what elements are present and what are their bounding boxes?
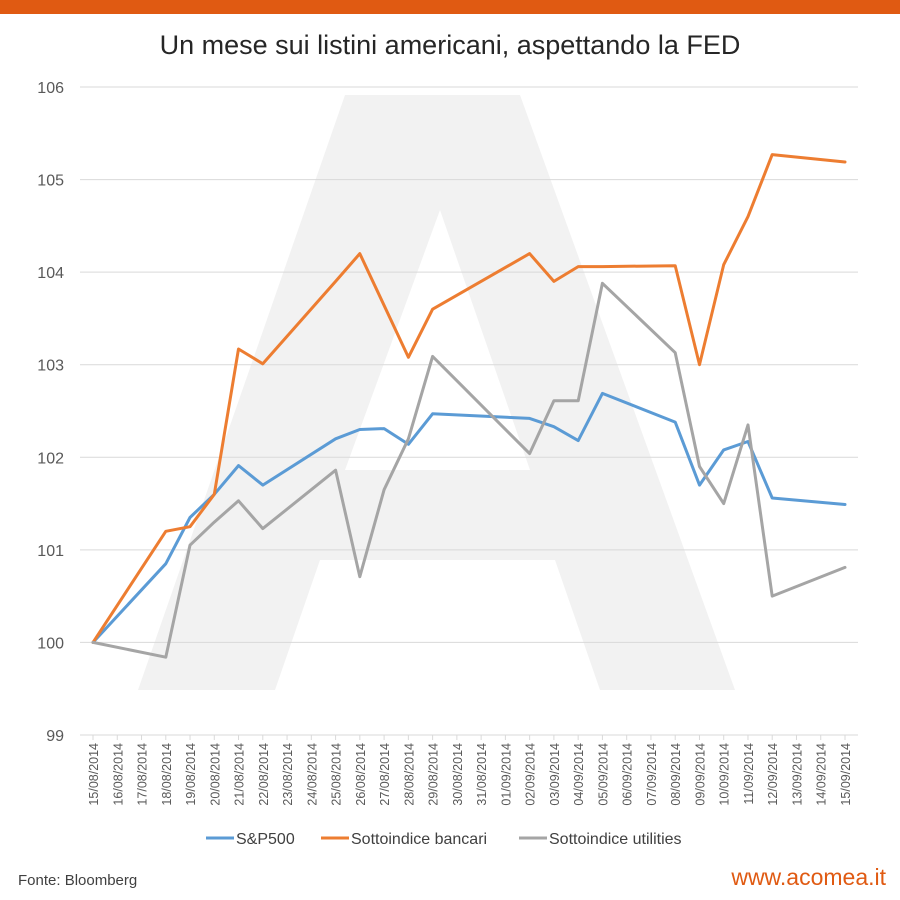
x-tick-label: 23/08/2014: [281, 743, 295, 806]
y-tick-label: 100: [37, 635, 64, 652]
y-tick-label: 105: [37, 173, 64, 190]
y-tick-label: 102: [37, 450, 64, 467]
watermark-shape: [138, 95, 735, 690]
x-tick-label: 01/09/2014: [499, 743, 513, 806]
x-tick-label: 28/08/2014: [402, 743, 416, 806]
x-tick-label: 29/08/2014: [427, 743, 441, 806]
x-tick-label: 25/08/2014: [330, 743, 344, 806]
top-accent-bar: [0, 0, 900, 14]
x-tick-label: 05/09/2014: [596, 743, 610, 806]
x-tick-label: 21/08/2014: [233, 743, 247, 806]
watermark-logo: [138, 95, 735, 690]
y-tick-label: 104: [37, 265, 64, 282]
x-tick-label: 22/08/2014: [257, 743, 271, 806]
x-tick-label: 17/08/2014: [136, 743, 150, 806]
series-lines: [91, 153, 847, 659]
x-tick-label: 14/09/2014: [815, 743, 829, 806]
x-tick-label: 15/08/2014: [87, 743, 101, 806]
y-tick-label: 99: [46, 728, 64, 745]
x-tick-label: 04/09/2014: [572, 743, 586, 806]
legend: S&P500 Sottoindice bancari Sottoindice uti…: [206, 831, 682, 848]
series-line-2: [91, 281, 847, 659]
x-tick-label: 06/09/2014: [621, 743, 635, 806]
website-link[interactable]: www.acomea.it: [731, 864, 886, 890]
source-note: Fonte: Bloomberg: [18, 872, 138, 889]
x-tick-label: 26/08/2014: [354, 743, 368, 806]
y-tick-label: 103: [37, 358, 64, 375]
x-tick-label: 31/08/2014: [475, 743, 489, 806]
legend-label-1: Sottoindice bancari: [351, 831, 487, 848]
gridlines: [80, 86, 858, 736]
x-tick-label: 11/09/2014: [742, 743, 756, 805]
x-tick-label: 18/08/2014: [160, 743, 174, 806]
x-tick-label: 07/09/2014: [645, 743, 659, 806]
x-tick-label: 12/09/2014: [766, 743, 780, 806]
x-tick-label: 02/09/2014: [524, 743, 538, 806]
legend-label-2: Sottoindice utilities: [549, 831, 682, 848]
x-tick-label: 13/09/2014: [790, 743, 804, 806]
chart-title: Un mese sui listini americani, aspettand…: [159, 30, 741, 60]
x-tick-label: 08/09/2014: [669, 743, 683, 806]
x-tick-label: 27/08/2014: [378, 743, 392, 806]
series-line-1: [91, 153, 847, 644]
x-tick-label: 10/09/2014: [718, 743, 732, 806]
legend-label-0: S&P500: [236, 831, 295, 848]
x-tick-label: 15/09/2014: [839, 743, 853, 806]
series-line-0: [91, 391, 847, 644]
y-axis-ticks: 99 100 101 102 103 104 105 106: [37, 80, 64, 745]
x-tick-label: 24/08/2014: [305, 743, 319, 806]
x-axis-ticks: 15/08/2014 16/08/2014 17/08/2014 18/08/2014…: [87, 735, 853, 806]
x-tick-label: 19/08/2014: [184, 743, 198, 806]
x-tick-label: 20/08/2014: [208, 743, 222, 806]
y-tick-label: 106: [37, 80, 64, 97]
x-tick-label: 03/09/2014: [548, 743, 562, 806]
x-tick-label: 09/09/2014: [693, 743, 707, 806]
y-tick-label: 101: [37, 543, 64, 560]
x-tick-label: 16/08/2014: [111, 743, 125, 806]
x-tick-label: 30/08/2014: [451, 743, 465, 806]
